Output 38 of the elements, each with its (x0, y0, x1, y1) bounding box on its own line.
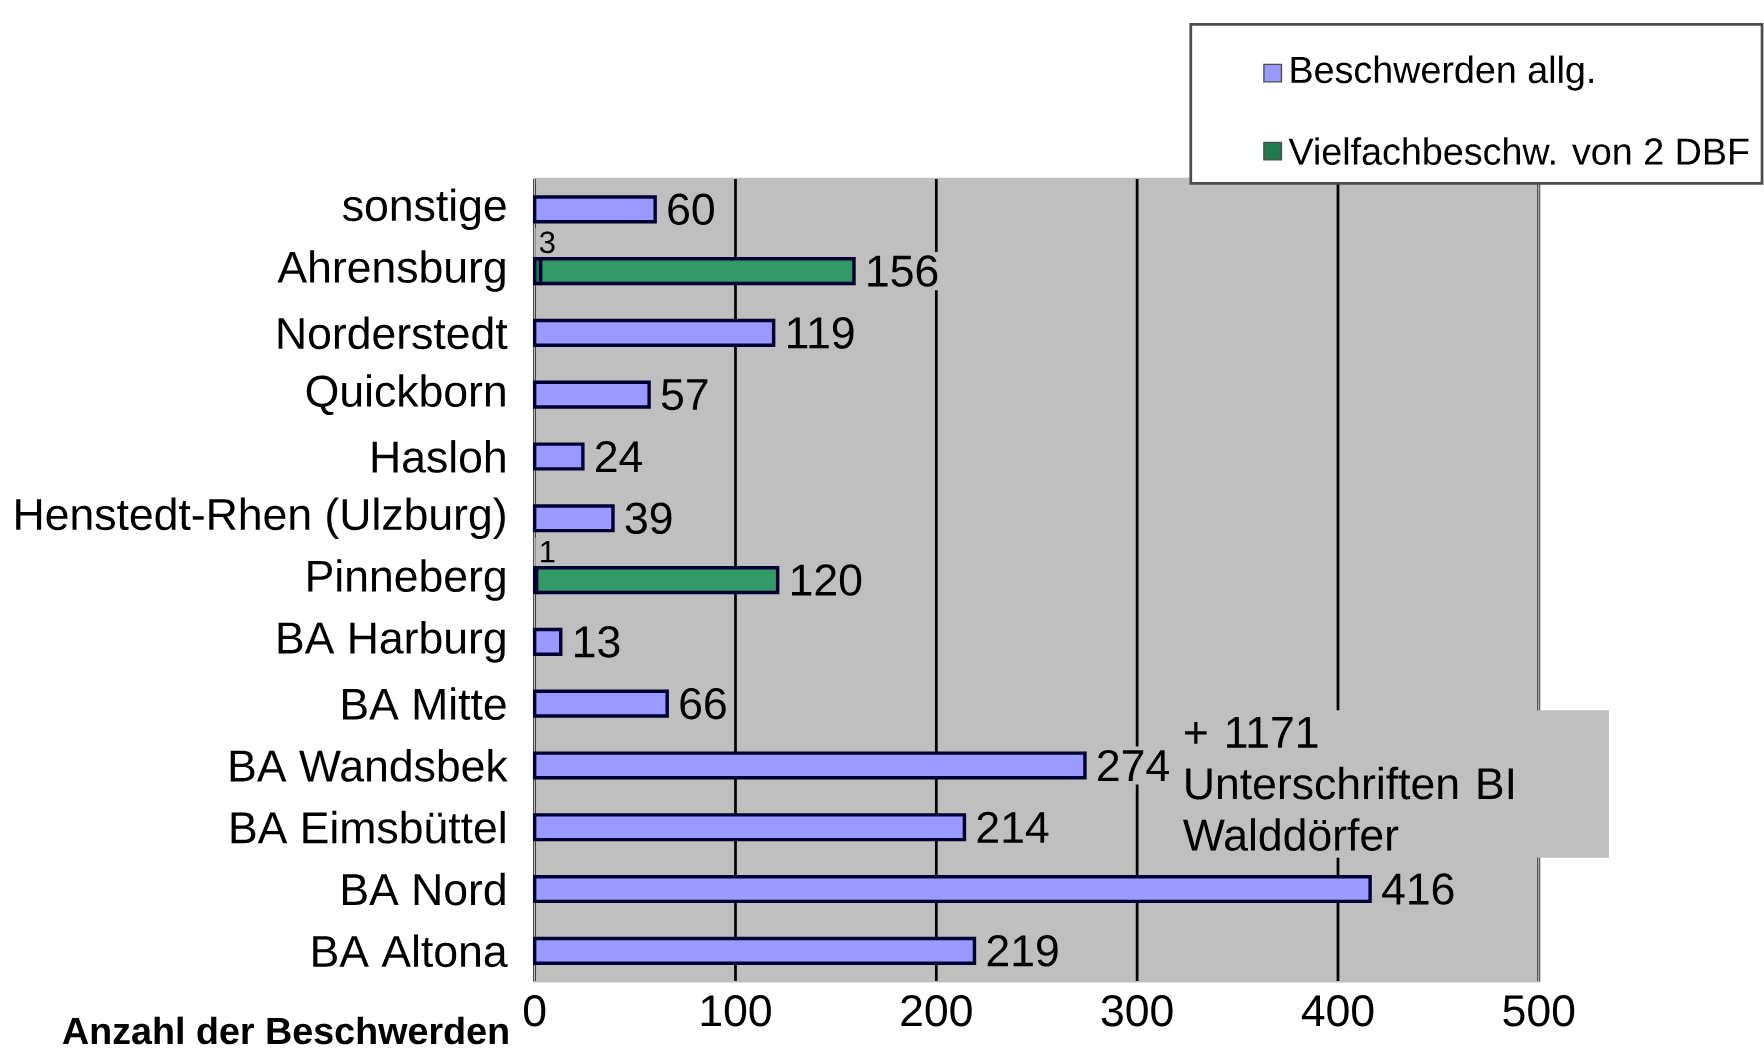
x-tick-label: 400 (1301, 995, 1374, 1027)
x-axis-title: Anzahl der Beschwerden (62, 1016, 508, 1045)
x-tick-label: 0 (523, 995, 546, 1027)
y-tick-label: Pinneberg (308, 559, 505, 601)
x-tick-label: 500 (1503, 995, 1575, 1027)
annotation: + 1171 Unterschriften BI Walddörfer (1183, 717, 1513, 852)
y-tick-label: Quickborn (306, 374, 505, 416)
data-label: 24 (596, 441, 643, 473)
y-tick-label: BA Wandsbek (230, 749, 508, 782)
data-label: 416 (1382, 873, 1454, 905)
y-tick-label: BA Mitte (343, 687, 506, 721)
data-label: 119 (787, 317, 854, 349)
y-tick-label: Hasloh (372, 440, 505, 473)
legend-label: Beschwerden allg. (1291, 55, 1593, 91)
y-tick-label: BA Nord (343, 872, 505, 906)
y-tick-label: Norderstedt (278, 316, 508, 350)
y-tick-label: Ahrensburg (277, 250, 505, 292)
y-tick-label: BA Harburg (278, 621, 505, 663)
x-tick-label: 200 (901, 995, 972, 1027)
x-tick-label: 100 (701, 995, 771, 1027)
data-label: 214 (977, 811, 1049, 843)
legend-label: Vielfachbeschw. von 2 DBF (1288, 137, 1749, 166)
y-tick-label: BA Eimsbüttel (231, 810, 505, 844)
data-label: 66 (680, 687, 726, 720)
data-label: 39 (625, 502, 672, 535)
data-label: 3 (539, 231, 555, 254)
data-label: 60 (668, 193, 714, 226)
data-label: 57 (661, 379, 708, 411)
x-tick-label: 300 (1101, 995, 1173, 1027)
data-label: 120 (792, 564, 862, 596)
y-tick-label: sonstige (343, 188, 506, 231)
data-label: 13 (575, 626, 620, 658)
data-label: 274 (1098, 750, 1169, 782)
data-label: 156 (868, 255, 938, 287)
data-label: 219 (987, 935, 1058, 967)
y-tick-label: BA Altona (313, 934, 508, 968)
data-label: 1 (541, 541, 555, 563)
y-tick-label: Henstedt-Rhen (Ulzburg) (16, 497, 505, 540)
